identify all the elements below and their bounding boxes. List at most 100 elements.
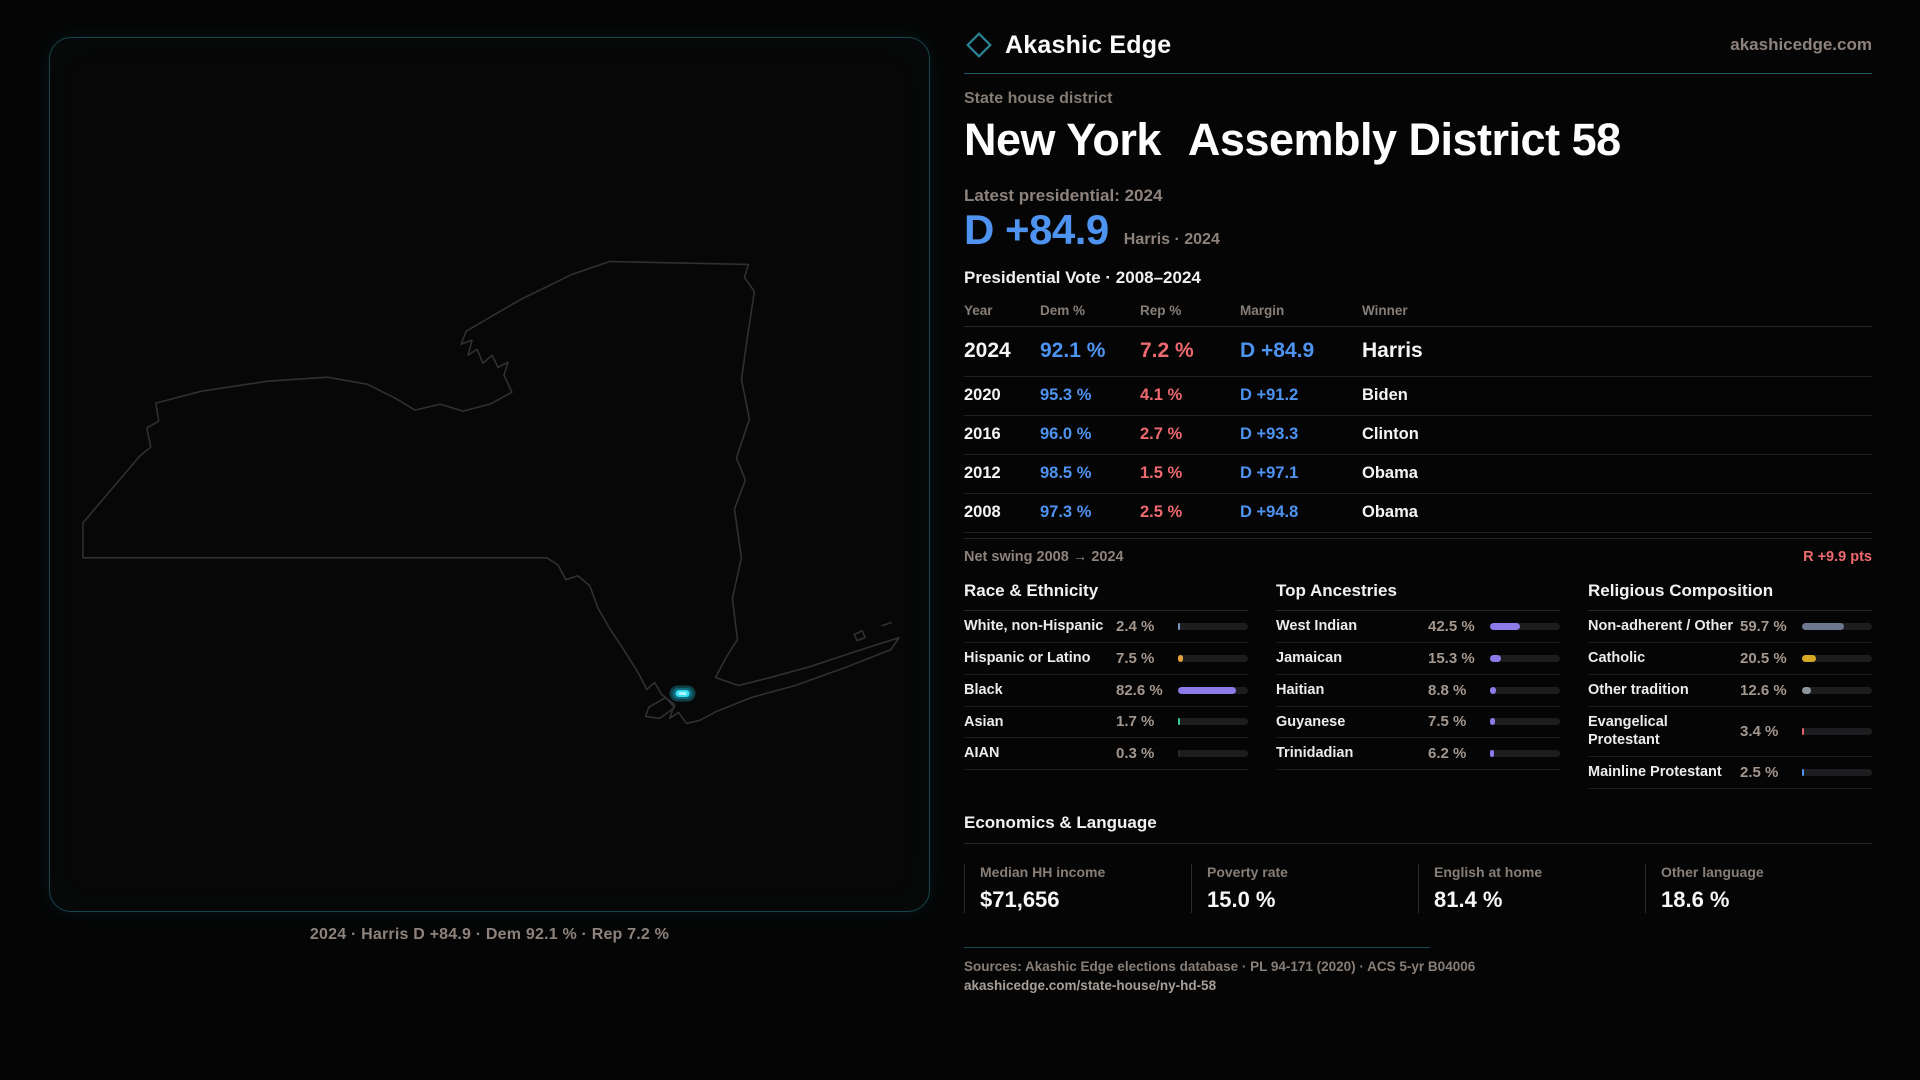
demo-label: Haitian <box>1276 681 1325 698</box>
rep-cell: 2.5 % <box>1140 503 1183 521</box>
margin-cell: D +94.8 <box>1240 503 1299 521</box>
demo-label: Asian <box>964 713 1004 730</box>
site-domain-link[interactable]: akashicedge.com <box>1730 35 1872 54</box>
bar-fill <box>1490 718 1496 726</box>
bar-fill <box>1178 686 1236 694</box>
winner-cell: Obama <box>1362 503 1418 521</box>
page-title: New York Assembly District 58 <box>964 114 1872 166</box>
footer: Sources: Akashic Edge elections database… <box>964 947 1872 995</box>
winner-cell: Clinton <box>1362 425 1419 443</box>
bar-track <box>1490 718 1560 726</box>
bar-track <box>1178 750 1248 758</box>
race-ethnicity-section: Race & Ethnicity White, non-Hispanic 2.4… <box>964 581 1248 789</box>
demo-row: West Indian 42.5 % <box>1276 611 1560 643</box>
bar-track <box>1178 718 1248 726</box>
demo-value: 42.5 % <box>1428 617 1475 635</box>
vote-table-header: Year Dem % Rep % Margin Winner <box>964 296 1872 327</box>
year-cell: 2008 <box>964 503 1001 521</box>
demo-row: Jamaican 15.3 % <box>1276 643 1560 675</box>
demo-label: AIAN <box>964 745 1000 762</box>
bar-fill <box>1178 654 1184 662</box>
margin-cell: D +97.1 <box>1240 464 1299 482</box>
bar-fill <box>1490 654 1501 662</box>
title-state: New York <box>964 114 1161 165</box>
table-row: 2012 98.5 % 1.5 % D +97.1 Obama <box>964 455 1872 494</box>
bar-fill <box>1490 750 1495 758</box>
bar-track <box>1802 654 1872 662</box>
stat-card: English at home 81.4 % <box>1418 864 1645 914</box>
brand-name: Akashic Edge <box>1005 30 1172 59</box>
year-cell: 2024 <box>964 339 1011 362</box>
demo-value: 15.3 % <box>1428 649 1475 667</box>
diamond-icon <box>966 32 992 58</box>
winner-cell: Biden <box>1362 386 1408 404</box>
stat-value: $71,656 <box>980 887 1060 913</box>
eyebrow-label: State house district <box>964 90 1113 107</box>
offshore-islands <box>853 621 892 642</box>
margin-cell: D +93.3 <box>1240 425 1299 443</box>
economics-stats: Median HH income $71,656 Poverty rate 15… <box>964 864 1872 914</box>
demo-label: Jamaican <box>1276 649 1343 666</box>
stat-value: 18.6 % <box>1661 887 1730 913</box>
section-title: Religious Composition <box>1588 581 1872 611</box>
demo-label: Evangelical Protestant <box>1588 713 1668 749</box>
demo-value: 6.2 % <box>1428 745 1467 763</box>
stat-card: Poverty rate 15.0 % <box>1191 864 1418 914</box>
demo-row: Catholic 20.5 % <box>1588 643 1872 675</box>
demo-value: 8.8 % <box>1428 681 1467 699</box>
demo-value: 7.5 % <box>1428 713 1467 731</box>
demo-row: Other tradition 12.6 % <box>1588 675 1872 707</box>
demo-row: Haitian 8.8 % <box>1276 675 1560 707</box>
permalink-link[interactable]: akashicedge.com/state-house/ny-hd-58 <box>964 978 1217 994</box>
demo-value: 2.5 % <box>1740 764 1779 782</box>
bar-track <box>1178 654 1248 662</box>
bar-fill <box>1802 622 1844 630</box>
winner-cell: Obama <box>1362 464 1418 482</box>
demo-value: 59.7 % <box>1740 617 1787 635</box>
bar-track <box>1178 622 1248 630</box>
year-cell: 2020 <box>964 386 1001 404</box>
latest-presidential-label: Latest presidential: 2024 <box>964 186 1163 205</box>
dem-cell: 96.0 % <box>1040 425 1092 443</box>
headline: D +84.9 Harris · 2024 <box>964 206 1872 254</box>
demo-row: Hispanic or Latino 7.5 % <box>964 643 1248 675</box>
bar-track <box>1490 686 1560 694</box>
demo-row: White, non-Hispanic 2.4 % <box>964 611 1248 643</box>
demo-row: Evangelical Protestant 3.4 % <box>1588 707 1872 758</box>
demo-row: Non-adherent / Other 59.7 % <box>1588 611 1872 643</box>
map-caption: 2024 · Harris D +84.9 · Dem 92.1 % · Rep… <box>309 926 670 943</box>
bar-fill <box>1490 686 1497 694</box>
col-year: Year <box>964 303 993 318</box>
stat-card: Other language 18.6 % <box>1645 864 1872 914</box>
winner-cell: Harris <box>1362 339 1423 362</box>
col-winner: Winner <box>1362 303 1408 318</box>
net-swing-label: Net swing 2008 → 2024 <box>964 549 1124 565</box>
map-panel <box>49 37 930 912</box>
bar-track <box>1802 727 1872 735</box>
staten-island-outline <box>644 696 676 720</box>
vote-table-title: Presidential Vote · 2008–2024 <box>964 268 1201 287</box>
bar-fill <box>1802 727 1805 735</box>
demo-row: Asian 1.7 % <box>964 707 1248 739</box>
sources-text: Sources: Akashic Edge elections database… <box>964 959 1476 975</box>
stat-value: 81.4 % <box>1434 887 1503 913</box>
demo-row: Guyanese 7.5 % <box>1276 707 1560 739</box>
district-report: Akashic Edge akashicedge.com State house… <box>964 30 1872 995</box>
table-row: 2020 95.3 % 4.1 % D +91.2 Biden <box>964 377 1872 416</box>
bar-track <box>1490 622 1560 630</box>
col-margin: Margin <box>1240 303 1285 318</box>
demo-value: 12.6 % <box>1740 681 1787 699</box>
vote-table: Year Dem % Rep % Margin Winner 2024 92.1… <box>964 296 1872 565</box>
map-canvas[interactable] <box>50 38 929 911</box>
section-title: Race & Ethnicity <box>964 581 1248 611</box>
bar-fill <box>1802 654 1817 662</box>
dem-cell: 98.5 % <box>1040 464 1092 482</box>
demo-label: Mainline Protestant <box>1588 764 1722 781</box>
masthead: Akashic Edge akashicedge.com <box>964 30 1872 74</box>
bar-track <box>1802 622 1872 630</box>
district-marker[interactable] <box>669 685 696 702</box>
year-cell: 2016 <box>964 425 1001 443</box>
col-rep: Rep % <box>1140 303 1182 318</box>
margin-cell: D +84.9 <box>1240 339 1315 362</box>
